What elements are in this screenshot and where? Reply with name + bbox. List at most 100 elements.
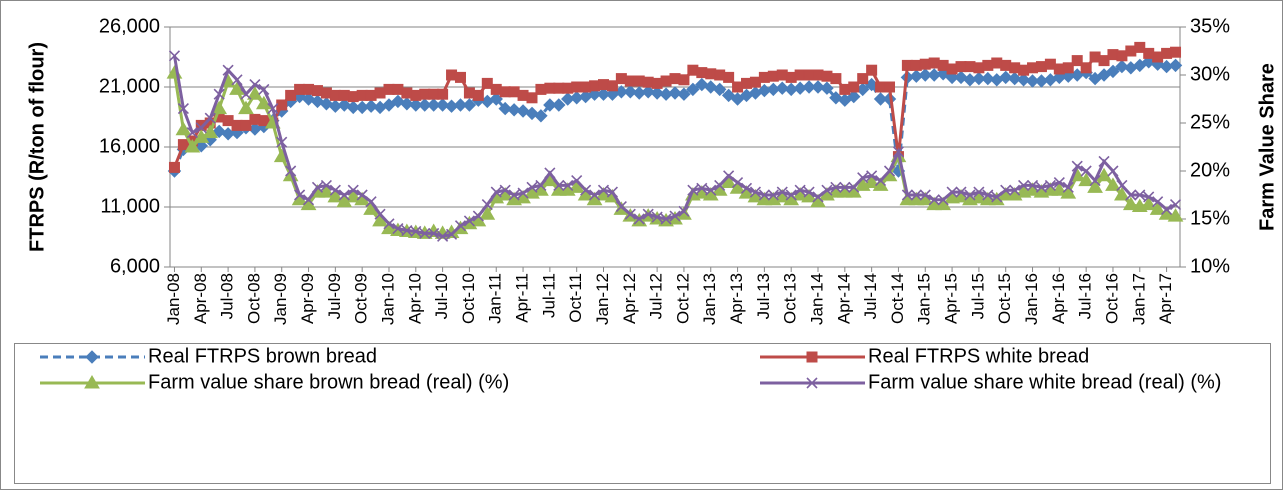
y2-tick-label: 25% (1190, 111, 1230, 133)
marker (419, 227, 431, 239)
marker (222, 64, 234, 76)
marker (650, 86, 664, 100)
marker (383, 218, 395, 230)
x-tick-label: Apr-16 (1049, 273, 1068, 324)
marker (535, 179, 547, 191)
marker (479, 206, 496, 220)
marker (954, 70, 968, 85)
legend-marker (84, 375, 100, 389)
marker (883, 165, 896, 177)
marker (873, 92, 888, 106)
marker (562, 179, 574, 191)
marker (981, 71, 995, 86)
marker (508, 189, 520, 201)
marker (901, 189, 913, 201)
y2-tick-label: 15% (1190, 207, 1230, 229)
x-tick-label: Jul-08 (218, 273, 237, 319)
marker (392, 223, 404, 235)
marker (1169, 199, 1182, 211)
marker (481, 199, 493, 211)
marker (329, 184, 341, 196)
marker (418, 98, 432, 112)
marker (267, 103, 279, 115)
x-tick-label: Apr-08 (191, 273, 210, 324)
marker (1106, 64, 1120, 79)
marker (1168, 58, 1183, 73)
x-tick-label: Jan-15 (915, 273, 934, 325)
marker (534, 109, 548, 123)
marker (301, 92, 316, 106)
marker (972, 71, 986, 86)
y-tick-label: 26,000 (99, 15, 160, 37)
marker (1115, 59, 1129, 74)
marker (1152, 196, 1164, 208)
x-tick-label: Apr-14 (834, 273, 853, 324)
marker (1051, 182, 1068, 196)
marker (255, 95, 272, 110)
marker (839, 181, 851, 193)
marker (1107, 165, 1119, 177)
marker (401, 224, 413, 237)
marker (588, 189, 601, 201)
marker (946, 186, 958, 198)
marker (892, 146, 905, 158)
x-tick-label: Jul-10 (432, 273, 451, 319)
marker (1053, 176, 1065, 189)
marker (669, 210, 681, 222)
marker (168, 50, 181, 62)
marker (247, 86, 263, 100)
marker (991, 191, 1003, 203)
marker (1035, 181, 1048, 193)
marker (918, 68, 932, 82)
marker (642, 208, 654, 220)
marker (775, 81, 789, 95)
marker (848, 81, 860, 93)
y-axis-title: FTRPS (R/ton of flour) (26, 42, 48, 252)
marker (320, 179, 332, 191)
marker (204, 112, 216, 124)
marker (481, 77, 493, 89)
marker (884, 81, 896, 93)
marker (830, 73, 842, 85)
y2-tick-label: 30% (1190, 63, 1230, 85)
marker (705, 184, 717, 196)
marker (454, 71, 466, 83)
marker (285, 89, 297, 101)
marker (184, 139, 201, 153)
marker (651, 211, 663, 223)
marker (1125, 189, 1137, 201)
marker (723, 170, 735, 182)
marker (364, 99, 378, 113)
marker (409, 98, 423, 112)
x-tick-label: Apr-17 (1156, 273, 1175, 324)
x-tick-label: Jan-08 (164, 273, 183, 325)
marker (544, 167, 556, 179)
marker (1149, 201, 1166, 215)
y-tick-label: 21,000 (99, 75, 160, 97)
marker (1140, 196, 1157, 211)
marker (785, 189, 797, 201)
x-tick-label: Oct-10 (459, 273, 478, 324)
marker (971, 189, 987, 204)
x-tick-label: Oct-16 (1102, 273, 1121, 324)
marker (168, 161, 180, 173)
x-tick-label: Jan-17 (1129, 273, 1148, 325)
marker (345, 188, 362, 203)
marker (472, 89, 484, 101)
marker (356, 189, 368, 201)
marker (641, 85, 655, 99)
marker (526, 92, 538, 104)
marker (829, 91, 843, 105)
marker (338, 189, 350, 201)
marker (937, 194, 949, 206)
marker (507, 103, 521, 117)
marker (1080, 62, 1092, 74)
marker (597, 184, 610, 196)
marker (543, 98, 557, 112)
marker (453, 98, 468, 112)
marker (231, 74, 243, 86)
marker (1071, 160, 1083, 172)
marker (238, 100, 254, 115)
